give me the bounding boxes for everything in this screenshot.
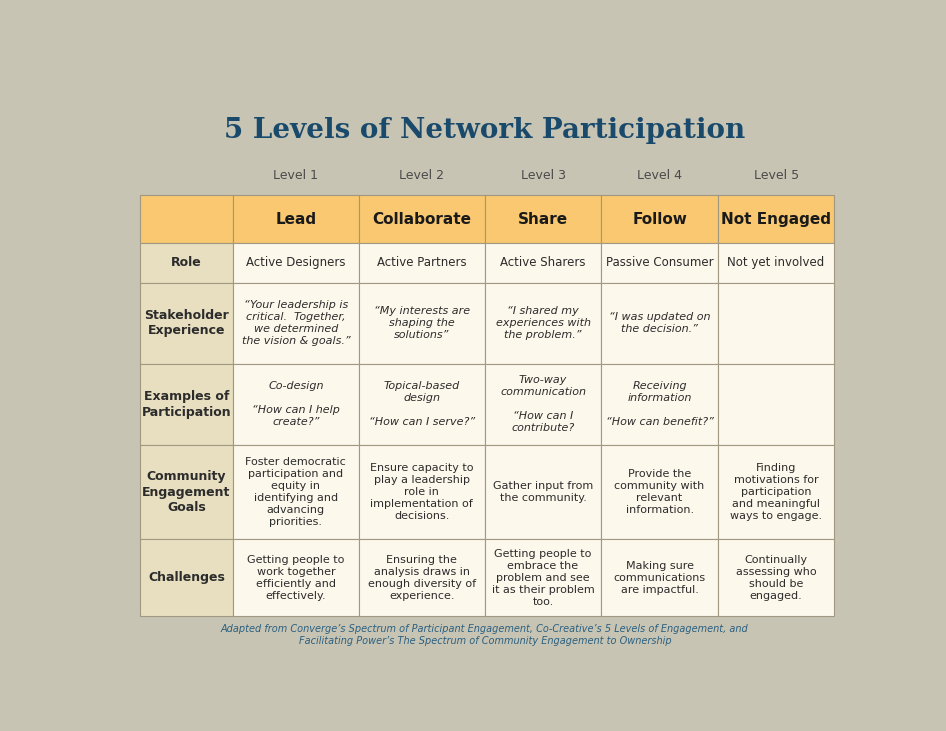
Bar: [484, 195, 602, 243]
Text: Co-design

“How can I help
create?”: Co-design “How can I help create?”: [252, 382, 340, 428]
Text: Making sure
communications
are impactful.: Making sure communications are impactful…: [614, 561, 706, 594]
Text: Examples of
Participation: Examples of Participation: [142, 390, 231, 419]
Bar: [140, 445, 233, 539]
Bar: [233, 195, 359, 243]
Bar: [484, 283, 602, 364]
Text: Level 3: Level 3: [520, 169, 566, 182]
Bar: [233, 445, 359, 539]
Text: 5 Levels of Network Participation: 5 Levels of Network Participation: [224, 117, 745, 144]
Text: Level 5: Level 5: [754, 169, 798, 182]
Text: Collaborate: Collaborate: [373, 211, 471, 227]
Text: Active Partners: Active Partners: [377, 257, 466, 270]
Text: Role: Role: [171, 257, 201, 270]
Text: “Your leadership is
critical.  Together,
we determined
the vision & goals.”: “Your leadership is critical. Together, …: [241, 300, 350, 346]
Bar: [140, 364, 233, 445]
Text: Getting people to
work together
efficiently and
effectively.: Getting people to work together efficien…: [247, 555, 344, 601]
Bar: [602, 283, 718, 364]
Text: Not yet involved: Not yet involved: [727, 257, 825, 270]
Text: “I was updated on
the decision.”: “I was updated on the decision.”: [609, 312, 710, 334]
Bar: [602, 364, 718, 445]
Bar: [140, 283, 233, 364]
Bar: [718, 283, 834, 364]
Bar: [359, 195, 484, 243]
Bar: [718, 364, 834, 445]
Bar: [140, 156, 233, 195]
Bar: [484, 156, 602, 195]
Bar: [602, 156, 718, 195]
Bar: [602, 539, 718, 616]
Text: Stakeholder
Experience: Stakeholder Experience: [144, 309, 229, 338]
Bar: [233, 156, 359, 195]
Text: “I shared my
experiences with
the problem.”: “I shared my experiences with the proble…: [496, 306, 590, 340]
Text: Share: Share: [518, 211, 569, 227]
Bar: [359, 445, 484, 539]
Bar: [718, 243, 834, 283]
Text: Two-way
communication

“How can I
contribute?: Two-way communication “How can I contrib…: [500, 375, 587, 433]
Bar: [359, 156, 484, 195]
Text: Ensuring the
analysis draws in
enough diversity of
experience.: Ensuring the analysis draws in enough di…: [368, 555, 476, 601]
Text: Lead: Lead: [275, 211, 316, 227]
Text: Level 1: Level 1: [273, 169, 319, 182]
Text: Finding
motivations for
participation
and meaningful
ways to engage.: Finding motivations for participation an…: [730, 463, 822, 521]
Text: Follow: Follow: [632, 211, 687, 227]
Text: Foster democratic
participation and
equity in
identifying and
advancing
prioriti: Foster democratic participation and equi…: [245, 457, 346, 527]
Text: Topical-based
design

“How can I serve?”: Topical-based design “How can I serve?”: [369, 382, 475, 428]
Bar: [359, 539, 484, 616]
Bar: [602, 243, 718, 283]
Text: Challenges: Challenges: [148, 571, 225, 584]
Bar: [602, 195, 718, 243]
Bar: [233, 539, 359, 616]
Bar: [233, 243, 359, 283]
Text: Continually
assessing who
should be
engaged.: Continually assessing who should be enga…: [736, 555, 816, 601]
Bar: [718, 539, 834, 616]
Bar: [602, 445, 718, 539]
Text: Facilitating Power’s The Spectrum of Community Engagement to Ownership: Facilitating Power’s The Spectrum of Com…: [299, 635, 671, 645]
Bar: [718, 156, 834, 195]
Text: Community
Engagement
Goals: Community Engagement Goals: [142, 470, 231, 514]
Bar: [140, 243, 233, 283]
Text: Gather input from
the community.: Gather input from the community.: [493, 481, 593, 503]
Bar: [359, 364, 484, 445]
Bar: [233, 364, 359, 445]
Text: Not Engaged: Not Engaged: [721, 211, 832, 227]
Text: Level 2: Level 2: [399, 169, 445, 182]
Bar: [484, 243, 602, 283]
Bar: [718, 195, 834, 243]
Text: Ensure capacity to
play a leadership
role in
implementation of
decisions.: Ensure capacity to play a leadership rol…: [370, 463, 474, 521]
Bar: [140, 539, 233, 616]
Bar: [718, 445, 834, 539]
Bar: [359, 283, 484, 364]
Bar: [484, 539, 602, 616]
Text: “My interests are
shaping the
solutions”: “My interests are shaping the solutions”: [374, 306, 470, 340]
Text: Passive Consumer: Passive Consumer: [605, 257, 713, 270]
Text: Provide the
community with
relevant
information.: Provide the community with relevant info…: [615, 469, 705, 515]
Text: Active Designers: Active Designers: [246, 257, 345, 270]
Bar: [233, 283, 359, 364]
Bar: [484, 364, 602, 445]
Bar: [484, 445, 602, 539]
Bar: [140, 195, 233, 243]
Text: Getting people to
embrace the
problem and see
it as their problem
too.: Getting people to embrace the problem an…: [492, 548, 594, 607]
Text: Level 4: Level 4: [637, 169, 682, 182]
Text: Adapted from Converge’s Spectrum of Participant Engagement, Co-Creative’s 5 Leve: Adapted from Converge’s Spectrum of Part…: [221, 624, 748, 634]
Bar: [359, 243, 484, 283]
Text: Receiving
information

“How can benefit?”: Receiving information “How can benefit?”: [605, 382, 713, 428]
Text: Active Sharers: Active Sharers: [500, 257, 586, 270]
